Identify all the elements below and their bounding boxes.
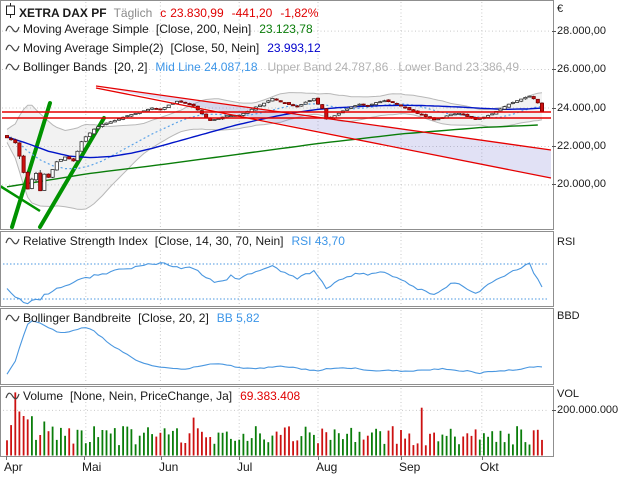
last-price: 23.830,99 (170, 6, 224, 20)
indicator-params: [Close, 20, 2] (138, 311, 209, 325)
volume-chart-canvas[interactable] (1, 387, 553, 456)
volume-axis-label: VOL (557, 388, 580, 400)
bb-upper-value: Upper Band 24.787,86 (267, 60, 389, 74)
legend-bollinger[interactable]: Bollinger Bands [20, 2] Mid Line 24.087,18… (5, 60, 519, 76)
wave-icon (5, 61, 20, 76)
bb-lower-value: Lower Band 23.386,49 (398, 60, 520, 74)
indicator-params: [20, 2] (114, 60, 148, 74)
indicator-params: [Close, 200, Nein] (155, 22, 252, 36)
indicator-name: Volume (23, 389, 64, 403)
price-panel[interactable] (0, 0, 554, 230)
volume-tick-label: 200.000.000 (551, 404, 619, 416)
price-tick-label: 22.000,00 (552, 140, 606, 152)
price-change: -441,20 (231, 6, 273, 20)
bandwidth-chart-canvas[interactable] (1, 309, 553, 384)
wave-icon (5, 42, 20, 57)
instrument-name: XETRA DAX PF (19, 6, 107, 20)
indicator-name: Moving Average Simple (23, 22, 149, 36)
wave-icon (5, 23, 20, 38)
month-label-okt: Okt (480, 456, 499, 474)
bandwidth-axis-label: BBD (557, 310, 580, 322)
indicator-name: Relative Strength Index (23, 234, 148, 248)
indicator-name: Moving Average Simple(2) (23, 41, 164, 55)
ma50-value: 23.993,12 (267, 41, 321, 55)
candlestick-icon (5, 3, 16, 22)
month-label-sep: Sep (399, 456, 421, 474)
price-tick-label: 20.000,00 (552, 178, 606, 190)
month-label-mai: Mai (82, 456, 102, 474)
volume-value: 69.383.408 (240, 389, 301, 403)
indicator-params: [Close, 14, 30, 70, Nein] (154, 234, 284, 248)
wave-icon (5, 312, 20, 327)
month-label-apr: Apr (4, 456, 23, 474)
price-tick-label: 24.000,00 (552, 102, 606, 114)
currency-label: € (557, 3, 564, 15)
legend-instrument[interactable]: XETRA DAX PF Täglich c 23.830,99 -441,20 -1,8… (5, 3, 318, 22)
rsi-value: RSI 43,70 (291, 234, 345, 248)
legend-ma200[interactable]: Moving Average Simple [Close, 200, Nein] 2… (5, 22, 313, 38)
quote-prefix: c (160, 6, 167, 20)
bb-mid-value: Mid Line 24.087,18 (155, 60, 258, 74)
bandwidth-value: BB 5,82 (216, 311, 260, 325)
indicator-params: [None, Nein, PriceChange, Ja] (70, 389, 233, 403)
legend-ma50[interactable]: Moving Average Simple(2) [Close, 50, Nein… (5, 41, 321, 57)
indicator-name: Bollinger Bandbreite (23, 311, 132, 325)
volume-panel[interactable] (0, 386, 554, 457)
rsi-chart-canvas[interactable] (1, 232, 553, 306)
price-tick-label: 28.000,00 (552, 25, 606, 37)
indicator-params: [Close, 50, Nein] (170, 41, 260, 55)
wave-icon (5, 390, 20, 405)
legend-bandwidth[interactable]: Bollinger Bandbreite [Close, 20, 2] BB 5,8… (5, 311, 260, 327)
bandwidth-panel[interactable] (0, 308, 554, 385)
price-chart-canvas[interactable] (1, 1, 553, 229)
ma200-value: 23.123,78 (259, 22, 313, 36)
wave-icon (5, 235, 20, 250)
rsi-axis-label: RSI (557, 236, 576, 248)
month-label-jun: Jun (159, 456, 179, 474)
month-label-jul: Jul (237, 456, 253, 474)
indicator-name: Bollinger Bands (23, 60, 108, 74)
legend-rsi[interactable]: Relative Strength Index [Close, 14, 30, 7… (5, 234, 345, 250)
month-label-aug: Aug (316, 456, 338, 474)
legend-volume[interactable]: Volume [None, Nein, PriceChange, Ja] 69.38… (5, 389, 300, 405)
interval-label: Täglich (113, 6, 153, 20)
price-tick-label: 26.000,00 (552, 63, 606, 75)
rsi-panel[interactable] (0, 231, 554, 307)
price-change-pct: -1,82% (280, 6, 319, 20)
